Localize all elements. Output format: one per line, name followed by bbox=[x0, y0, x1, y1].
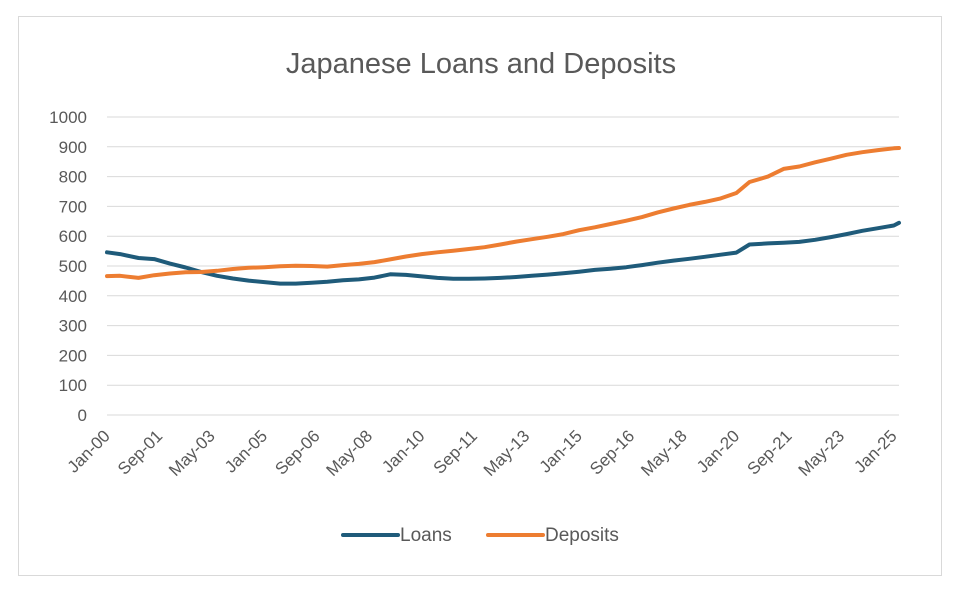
x-tick-label: Sep-11 bbox=[430, 426, 481, 477]
legend-label: Loans bbox=[400, 525, 452, 546]
x-tick-label: Sep-16 bbox=[586, 426, 638, 478]
x-tick-label: Jan-10 bbox=[378, 426, 428, 476]
series-line-deposits bbox=[105, 146, 901, 280]
x-tick-label: May-03 bbox=[165, 426, 219, 480]
y-tick-label: 900 bbox=[59, 138, 87, 157]
y-tick-label: 800 bbox=[59, 168, 87, 187]
x-tick-label: Sep-01 bbox=[114, 426, 166, 478]
legend-item-loans: Loans bbox=[341, 525, 452, 546]
y-tick-label: 700 bbox=[59, 197, 87, 216]
gridlines bbox=[107, 116, 899, 416]
y-axis-ticks: 0 100 200 300 400 500 600 700 800 900 1000 bbox=[49, 108, 87, 425]
x-tick-label: Sep-21 bbox=[743, 426, 795, 478]
x-tick-label: May-08 bbox=[323, 426, 377, 480]
x-tick-label: Sep-06 bbox=[271, 426, 323, 478]
legend: Loans Deposits bbox=[341, 525, 619, 546]
x-tick-label: May-18 bbox=[637, 426, 691, 480]
series-line-loans bbox=[105, 220, 901, 286]
x-tick-label: Jan-00 bbox=[64, 426, 114, 476]
x-tick-label: Jan-25 bbox=[850, 426, 900, 476]
y-tick-label: 1000 bbox=[49, 108, 87, 127]
y-tick-label: 300 bbox=[59, 317, 87, 336]
x-tick-label: Jan-15 bbox=[536, 426, 586, 476]
y-tick-label: 600 bbox=[59, 227, 87, 246]
series-lines bbox=[105, 146, 901, 286]
y-tick-label: 200 bbox=[59, 346, 87, 365]
legend-item-deposits: Deposits bbox=[486, 525, 619, 546]
x-tick-label: Jan-05 bbox=[221, 426, 271, 476]
x-tick-label: May-23 bbox=[795, 426, 849, 480]
chart-area: Japanese Loans and Deposits 0 100 200 300 40… bbox=[18, 16, 942, 576]
y-tick-label: 500 bbox=[59, 257, 87, 276]
y-tick-label: 100 bbox=[59, 376, 87, 395]
x-tick-label: Jan-20 bbox=[693, 426, 743, 476]
legend-label: Deposits bbox=[545, 525, 619, 546]
chart-title: Japanese Loans and Deposits bbox=[286, 48, 676, 80]
x-tick-label: May-13 bbox=[480, 426, 534, 480]
y-tick-label: 0 bbox=[78, 406, 87, 425]
chart-canvas: Japanese Loans and Deposits 0 100 200 300 40… bbox=[49, 48, 901, 546]
y-tick-label: 400 bbox=[59, 287, 87, 306]
